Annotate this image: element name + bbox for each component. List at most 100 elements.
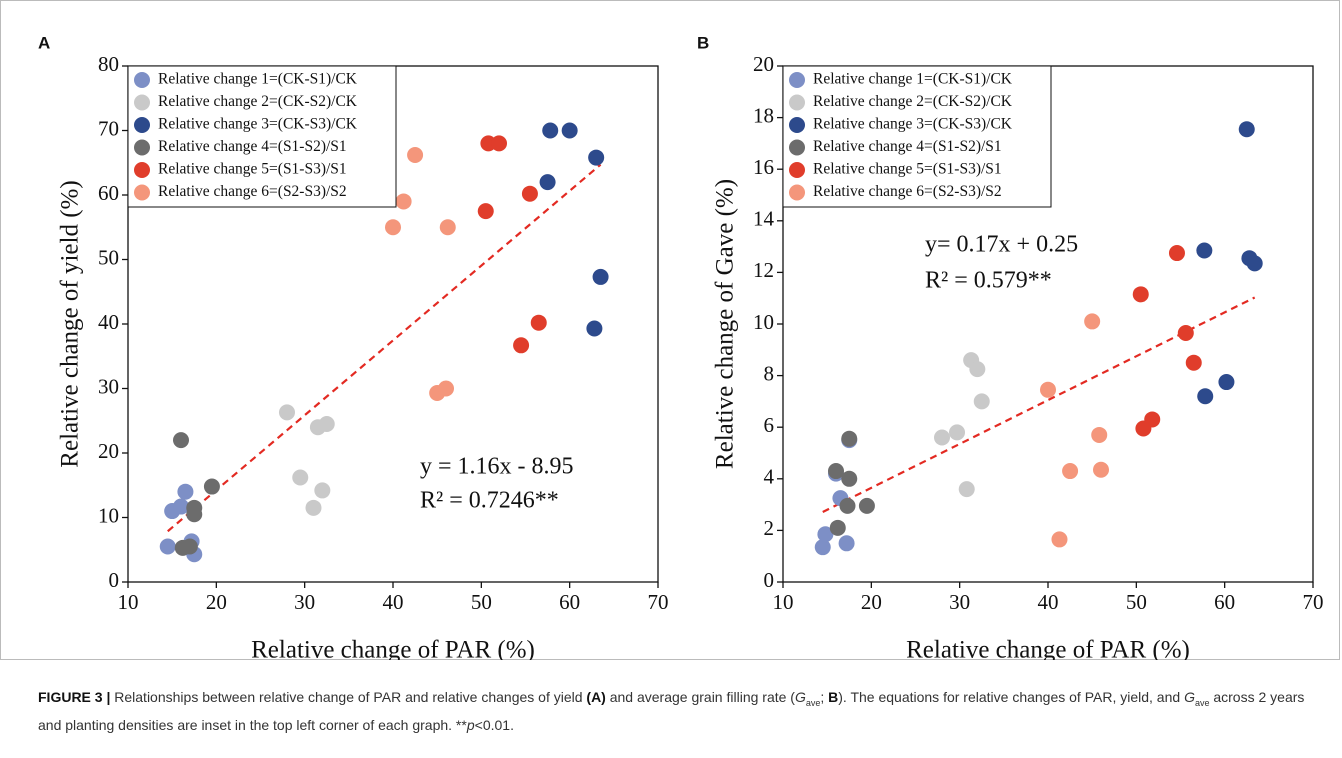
point (1238, 121, 1255, 138)
legend-label: Relative change 3=(CK-S3)/CK (158, 116, 358, 133)
x-tick-label: 30 (294, 590, 315, 614)
point (1177, 325, 1194, 342)
legend-label: Relative change 1=(CK-S1)/CK (813, 71, 1013, 88)
point (561, 122, 578, 139)
point (1218, 374, 1235, 391)
point (438, 380, 454, 397)
caption-text: B (828, 689, 839, 705)
y-tick-label: 2 (764, 516, 775, 540)
legend: Relative change 1=(CK-S1)/CK Relative cha… (782, 65, 1052, 208)
point (385, 219, 401, 236)
point (521, 185, 538, 202)
caption-text: ave (1194, 697, 1210, 708)
y-tick-label: 10 (98, 503, 119, 527)
point (1040, 381, 1056, 398)
point (949, 424, 966, 441)
point (588, 149, 605, 166)
point (279, 404, 295, 421)
point (973, 393, 990, 410)
point (1084, 313, 1101, 330)
y-tick-label: 50 (98, 245, 119, 269)
y-axis-title: Relative change of Gave (%) (712, 179, 739, 469)
point (841, 470, 858, 487)
caption-text: across 2 years and planting densities ar… (38, 689, 1305, 733)
y-tick-label: 30 (98, 374, 119, 398)
x-axis-title: Relative change of PAR (%) (906, 637, 1190, 660)
y-tick-label: 60 (98, 181, 119, 205)
legend-marker (134, 117, 150, 133)
caption-text: and average grain filling rate ( (605, 689, 795, 705)
point (1197, 388, 1214, 405)
y-tick-label: 8 (764, 361, 775, 385)
point (318, 415, 335, 432)
x-tick-label: 50 (1126, 590, 1147, 614)
point (817, 526, 834, 543)
x-tick-label: 60 (559, 590, 580, 614)
legend-marker (134, 139, 150, 156)
y-axis-title: Relative change of yield (%) (57, 180, 84, 467)
figure-frame (0, 0, 1340, 660)
point (1168, 245, 1185, 262)
point (542, 122, 559, 139)
point (305, 499, 322, 516)
point (1051, 531, 1068, 548)
point (513, 337, 530, 354)
point (586, 320, 603, 337)
caption-text: FIGURE 3 | (38, 689, 115, 705)
point (839, 497, 856, 514)
point (314, 482, 331, 499)
annotation: R² = 0.579** (925, 268, 1052, 294)
y-tick-label: 20 (753, 52, 774, 76)
caption-text: ; (820, 689, 829, 705)
caption-text: p (466, 716, 475, 733)
point (173, 432, 189, 449)
legend-marker (134, 94, 150, 111)
legend-marker (789, 184, 805, 201)
legend-label: Relative change 1=(CK-S1)/CK (158, 71, 358, 88)
y-tick-label: 80 (98, 52, 119, 76)
y-tick-label: 10 (753, 310, 774, 334)
y-tick-label: 20 (98, 439, 119, 463)
caption: FIGURE 3 | Relationships between relativ… (38, 686, 1308, 736)
legend-marker (789, 117, 805, 133)
legend-label: Relative change 6=(S2-S3)/S2 (813, 183, 1002, 200)
point (841, 430, 858, 447)
point (203, 478, 220, 495)
y-tick-label: 14 (753, 207, 775, 231)
point (1093, 461, 1109, 478)
point (958, 481, 975, 498)
y-tick-label: 0 (764, 568, 775, 592)
point (539, 174, 556, 191)
y-tick-label: 40 (98, 310, 119, 334)
caption-text: ave (805, 697, 821, 708)
point (592, 268, 609, 285)
caption-text: G (1184, 689, 1195, 705)
legend-label: Relative change 4=(S1-S2)/S1 (158, 138, 347, 155)
x-tick-label: 40 (383, 590, 404, 614)
caption-text: <0.01. (474, 716, 514, 733)
x-tick-label: 70 (1303, 590, 1324, 614)
y-tick-label: 70 (98, 116, 119, 140)
point (969, 361, 986, 378)
trendline (167, 163, 602, 533)
x-tick-label: 30 (949, 590, 970, 614)
point (1091, 426, 1108, 443)
panel-label: A (38, 33, 50, 52)
point (814, 539, 831, 556)
point (439, 219, 456, 236)
point (1062, 463, 1079, 480)
legend-label: Relative change 5=(S1-S3)/S1 (158, 161, 347, 178)
point (1144, 411, 1161, 428)
y-tick-label: 0 (109, 568, 120, 592)
x-tick-label: 10 (773, 590, 794, 614)
caption-text: Relationships between relative change of… (114, 689, 587, 705)
point (395, 193, 412, 210)
point (407, 147, 424, 164)
x-tick-label: 10 (118, 590, 139, 614)
point (838, 535, 855, 552)
x-tick-label: 40 (1038, 590, 1059, 614)
caption-text: G (794, 689, 806, 705)
annotation: y = 1.16x - 8.95 (420, 454, 574, 480)
legend-box (782, 65, 1052, 208)
